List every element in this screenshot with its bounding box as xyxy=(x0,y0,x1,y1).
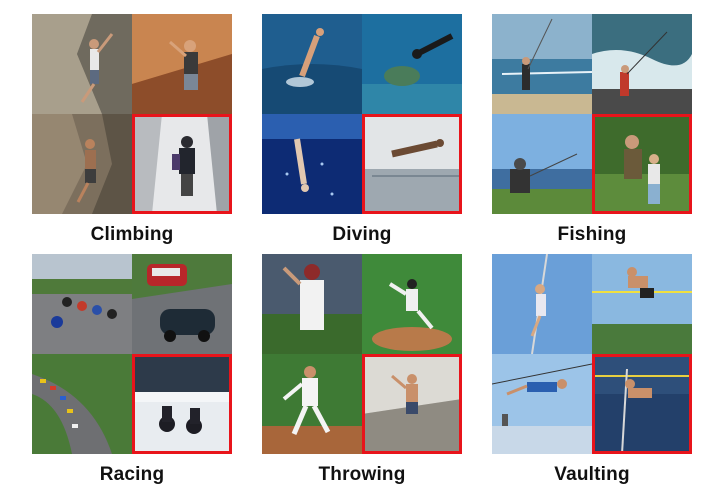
category-vaulting: Vaulting xyxy=(492,254,692,486)
throwing-photo-3 xyxy=(262,354,362,454)
label-diving: Diving xyxy=(332,224,392,245)
image-grid-throwing xyxy=(262,254,462,454)
climbing-photo-4-highlighted xyxy=(132,114,232,214)
image-grid-diving xyxy=(262,14,462,214)
image-grid-climbing xyxy=(32,14,232,214)
climbing-photo-3 xyxy=(32,114,132,214)
racing-photo-3 xyxy=(32,354,132,454)
fishing-photo-3 xyxy=(492,114,592,214)
vaulting-photo-2 xyxy=(592,254,692,354)
category-diving: Diving xyxy=(262,14,462,246)
diving-photo-1 xyxy=(262,14,362,114)
diving-photo-2 xyxy=(362,14,462,114)
racing-photo-2 xyxy=(132,254,232,354)
label-racing: Racing xyxy=(99,464,165,485)
fishing-photo-2 xyxy=(592,14,692,114)
vaulting-photo-4-highlighted xyxy=(592,354,692,454)
category-throwing: Throwing xyxy=(262,254,462,486)
category-climbing: Climbing xyxy=(32,14,232,246)
climbing-photo-1 xyxy=(32,14,132,114)
label-climbing: Climbing xyxy=(90,224,174,245)
fishing-photo-1 xyxy=(492,14,592,114)
diving-photo-4-highlighted xyxy=(362,114,462,214)
climbing-photo-2 xyxy=(132,14,232,114)
category-racing: Racing xyxy=(32,254,232,486)
racing-photo-1 xyxy=(32,254,132,354)
vaulting-photo-1 xyxy=(492,254,592,354)
image-grid-fishing xyxy=(492,14,692,214)
image-grid-racing xyxy=(32,254,232,454)
throwing-photo-1 xyxy=(262,254,362,354)
vaulting-photo-3 xyxy=(492,354,592,454)
label-fishing: Fishing xyxy=(557,224,627,245)
label-vaulting: Vaulting xyxy=(554,464,630,485)
label-throwing: Throwing xyxy=(318,464,406,485)
racing-photo-4-highlighted xyxy=(132,354,232,454)
throwing-photo-4-highlighted xyxy=(362,354,462,454)
category-fishing: Fishing xyxy=(492,14,692,246)
fishing-photo-4-highlighted xyxy=(592,114,692,214)
image-grid-vaulting xyxy=(492,254,692,454)
diving-photo-3 xyxy=(262,114,362,214)
throwing-photo-2 xyxy=(362,254,462,354)
